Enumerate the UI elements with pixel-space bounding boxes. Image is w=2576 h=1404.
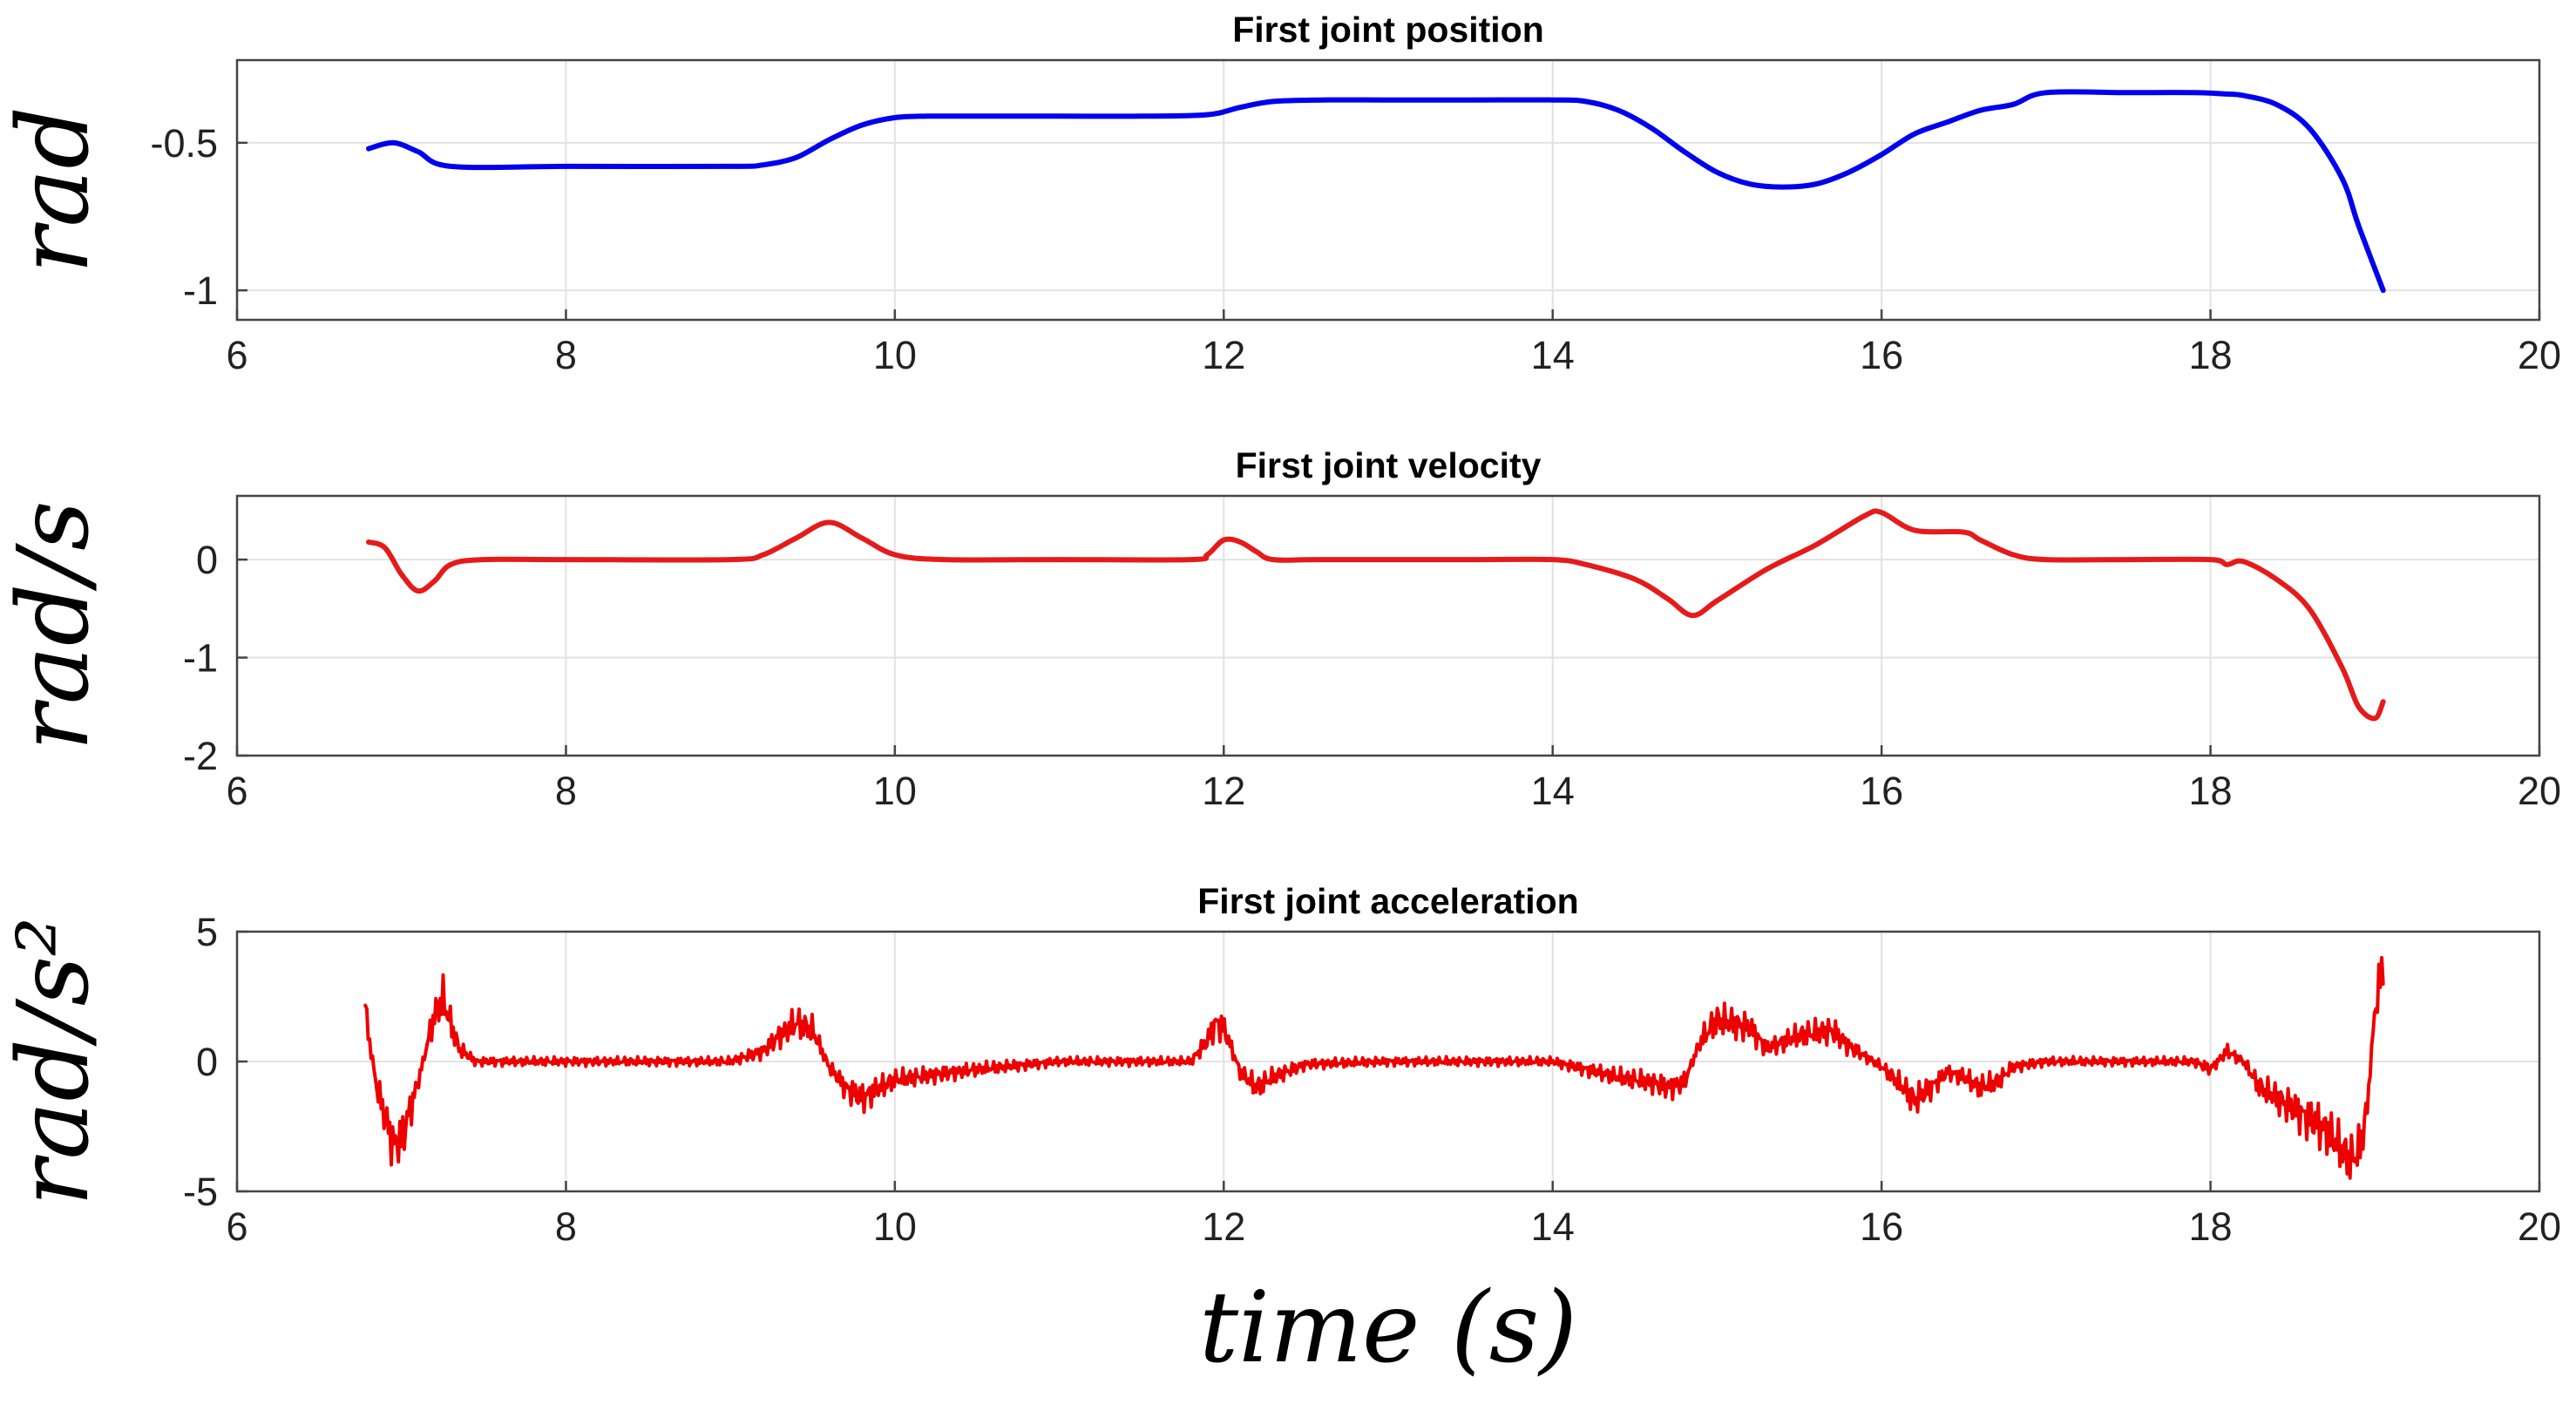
xtick-label: 14 [1531, 769, 1575, 813]
ylabel-acceleration: rad/s² [0, 917, 111, 1206]
xtick-label: 16 [1860, 1204, 1903, 1249]
panel-velocity: -2 -1 0 6 8 10 12 14 16 18 20 First joint velocit… [0, 445, 2561, 813]
xticks-velocity: 6 8 10 12 14 16 18 20 [226, 745, 2561, 813]
xtick-label: 8 [555, 1204, 577, 1249]
ytick-label: 0 [196, 1040, 218, 1084]
panel-position: -1 -0.5 6 8 10 12 14 16 18 20 First joint positi… [0, 10, 2561, 377]
xtick-label: 20 [2518, 333, 2561, 377]
xtick-label: 6 [226, 333, 247, 377]
axes-frame-position [235, 58, 2541, 322]
series-line-velocity [366, 508, 2386, 722]
xtick-label: 14 [1531, 333, 1575, 377]
xtick-label: 12 [1202, 333, 1245, 377]
xtick-label: 10 [873, 769, 917, 813]
ylabel-position: rad [0, 106, 111, 274]
xtick-label: 18 [2189, 333, 2233, 377]
xtick-label: 14 [1531, 1204, 1575, 1249]
xtick-label: 6 [226, 1204, 247, 1249]
xticks-acceleration: 6 8 10 12 14 16 18 20 [226, 1181, 2561, 1249]
plot-area-velocity [237, 496, 2539, 756]
title-position: First joint position [1232, 10, 1544, 50]
ytick-label: -2 [183, 734, 218, 778]
axes-frame-velocity [235, 494, 2541, 757]
title-acceleration: First joint acceleration [1197, 881, 1578, 921]
xtick-label: 10 [873, 1204, 917, 1249]
xtick-label: 18 [2189, 769, 2233, 813]
xtick-label: 8 [555, 333, 577, 377]
series-line-acceleration [363, 955, 2385, 1180]
xtick-label: 20 [2518, 769, 2561, 813]
x-axis-label: time (s) [1199, 1272, 1577, 1385]
title-velocity: First joint velocity [1236, 445, 1542, 485]
yticks-position: -1 -0.5 [150, 121, 247, 313]
xtick-label: 8 [555, 769, 577, 813]
xtick-label: 20 [2518, 1204, 2561, 1249]
xtick-label: 10 [873, 333, 917, 377]
panel-acceleration: -5 0 5 6 8 10 12 14 16 18 20 First joint accelera… [0, 881, 2561, 1249]
yticks-acceleration: -5 0 5 [183, 910, 247, 1214]
series-line-position [366, 89, 2386, 294]
xtick-label: 12 [1202, 769, 1245, 813]
yticks-velocity: -2 -1 0 [183, 538, 247, 778]
xtick-label: 18 [2189, 1204, 2233, 1249]
ytick-label: -0.5 [150, 121, 218, 166]
series-velocity [366, 508, 2386, 722]
ytick-label: -1 [183, 636, 218, 681]
xtick-label: 16 [1860, 333, 1903, 377]
ytick-label: -5 [183, 1170, 218, 1214]
plot-area-position [237, 60, 2539, 320]
ylabel-velocity: rad/s [0, 500, 111, 750]
ytick-label: -1 [183, 268, 218, 313]
xtick-label: 16 [1860, 769, 1903, 813]
ytick-label: 0 [196, 538, 218, 582]
series-acceleration [363, 955, 2385, 1180]
xtick-label: 12 [1202, 1204, 1245, 1249]
ytick-label: 5 [196, 910, 218, 954]
xtick-label: 6 [226, 769, 247, 813]
grid-position [237, 60, 2539, 320]
xticks-position: 6 8 10 12 14 16 18 20 [226, 309, 2561, 377]
series-position [366, 89, 2386, 294]
